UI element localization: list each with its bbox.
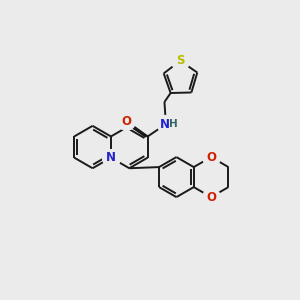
Text: O: O (122, 115, 131, 128)
Text: N: N (159, 118, 170, 130)
Text: O: O (206, 190, 216, 204)
Text: S: S (176, 54, 184, 67)
Text: O: O (206, 151, 216, 164)
Text: N: N (106, 151, 116, 164)
Text: H: H (169, 119, 178, 129)
